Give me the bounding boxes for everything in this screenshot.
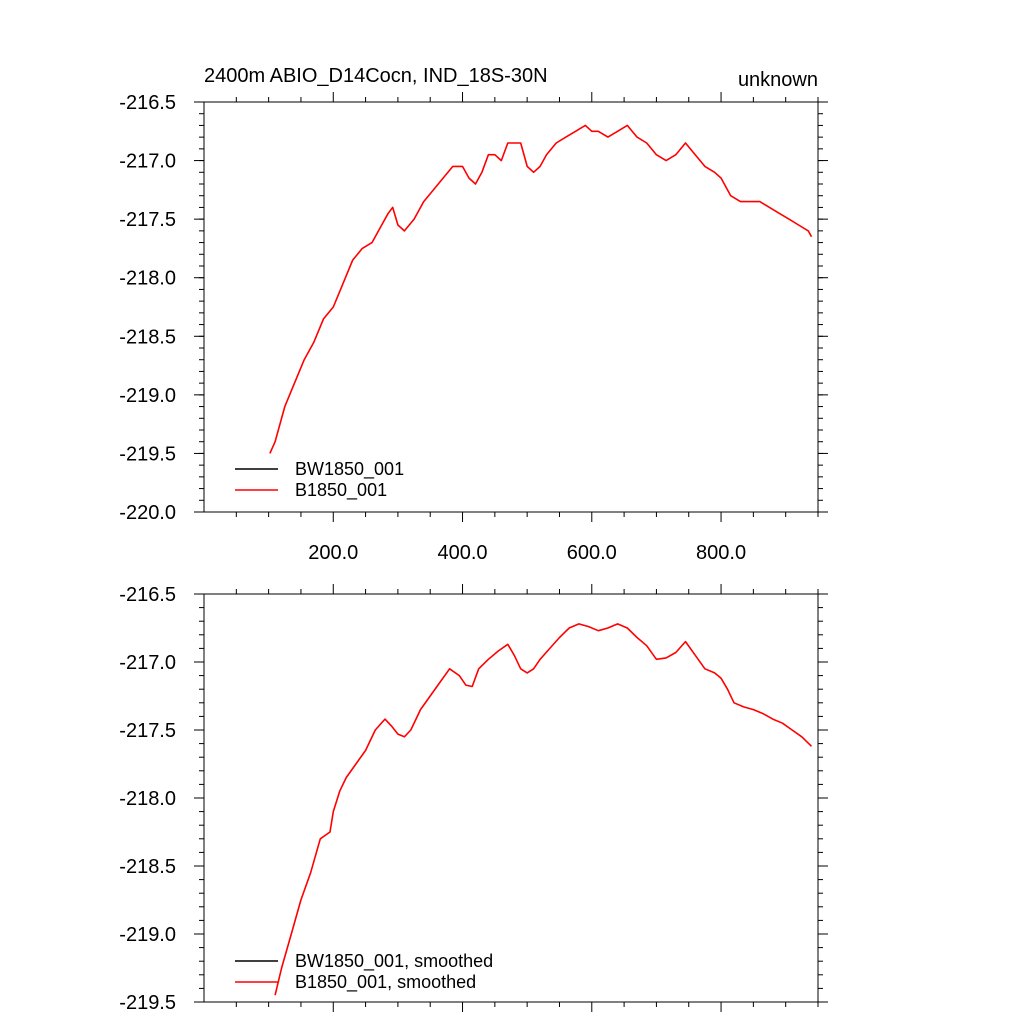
y-tick-label: -217.0	[119, 652, 176, 674]
y-tick-label: -219.0	[119, 924, 176, 946]
y-tick-label: -217.5	[119, 209, 176, 231]
y-tick-label: -216.5	[119, 92, 176, 114]
legend-label: BW1850_001, smoothed	[295, 951, 493, 972]
y-tick-label: -218.0	[119, 788, 176, 810]
chart-title: 2400m ABIO_D14Cocn, IND_18S-30N	[204, 65, 548, 87]
legend-label: B1850_001, smoothed	[295, 972, 476, 993]
y-tick-label: -218.5	[119, 856, 176, 878]
x-tick-label: 200.0	[308, 542, 358, 564]
x-tick-label: 400.0	[437, 542, 487, 564]
legend-label: B1850_001	[295, 480, 387, 501]
series-line	[269, 124, 813, 454]
y-tick-label: -218.0	[119, 268, 176, 290]
top-panel: -216.5 -217.0 -217.5 -218.0 -218.5 -219.0 -219…	[119, 92, 828, 564]
y-tick-label: -219.0	[119, 385, 176, 407]
plot-frame	[203, 101, 819, 513]
y-tick-label: -219.5	[119, 992, 176, 1014]
chart-title-right: unknown	[738, 69, 818, 91]
y-tick-label: -217.5	[119, 720, 176, 742]
x-tick-label: 800.0	[696, 542, 746, 564]
y-tick-label: -217.0	[119, 151, 176, 173]
plot-frame	[203, 593, 819, 1003]
y-tick-label: -216.5	[119, 584, 176, 606]
y-tick-label: -219.5	[119, 443, 176, 465]
y-tick-label: -220.0	[119, 502, 176, 524]
x-tick-label: 600.0	[567, 542, 617, 564]
y-tick-label: -218.5	[119, 326, 176, 348]
series-line	[274, 623, 813, 996]
bottom-panel: -216.5 -217.0 -217.5 -218.0 -218.5 -219.0 -219…	[119, 584, 828, 1014]
legend-label: BW1850_001	[295, 459, 404, 480]
